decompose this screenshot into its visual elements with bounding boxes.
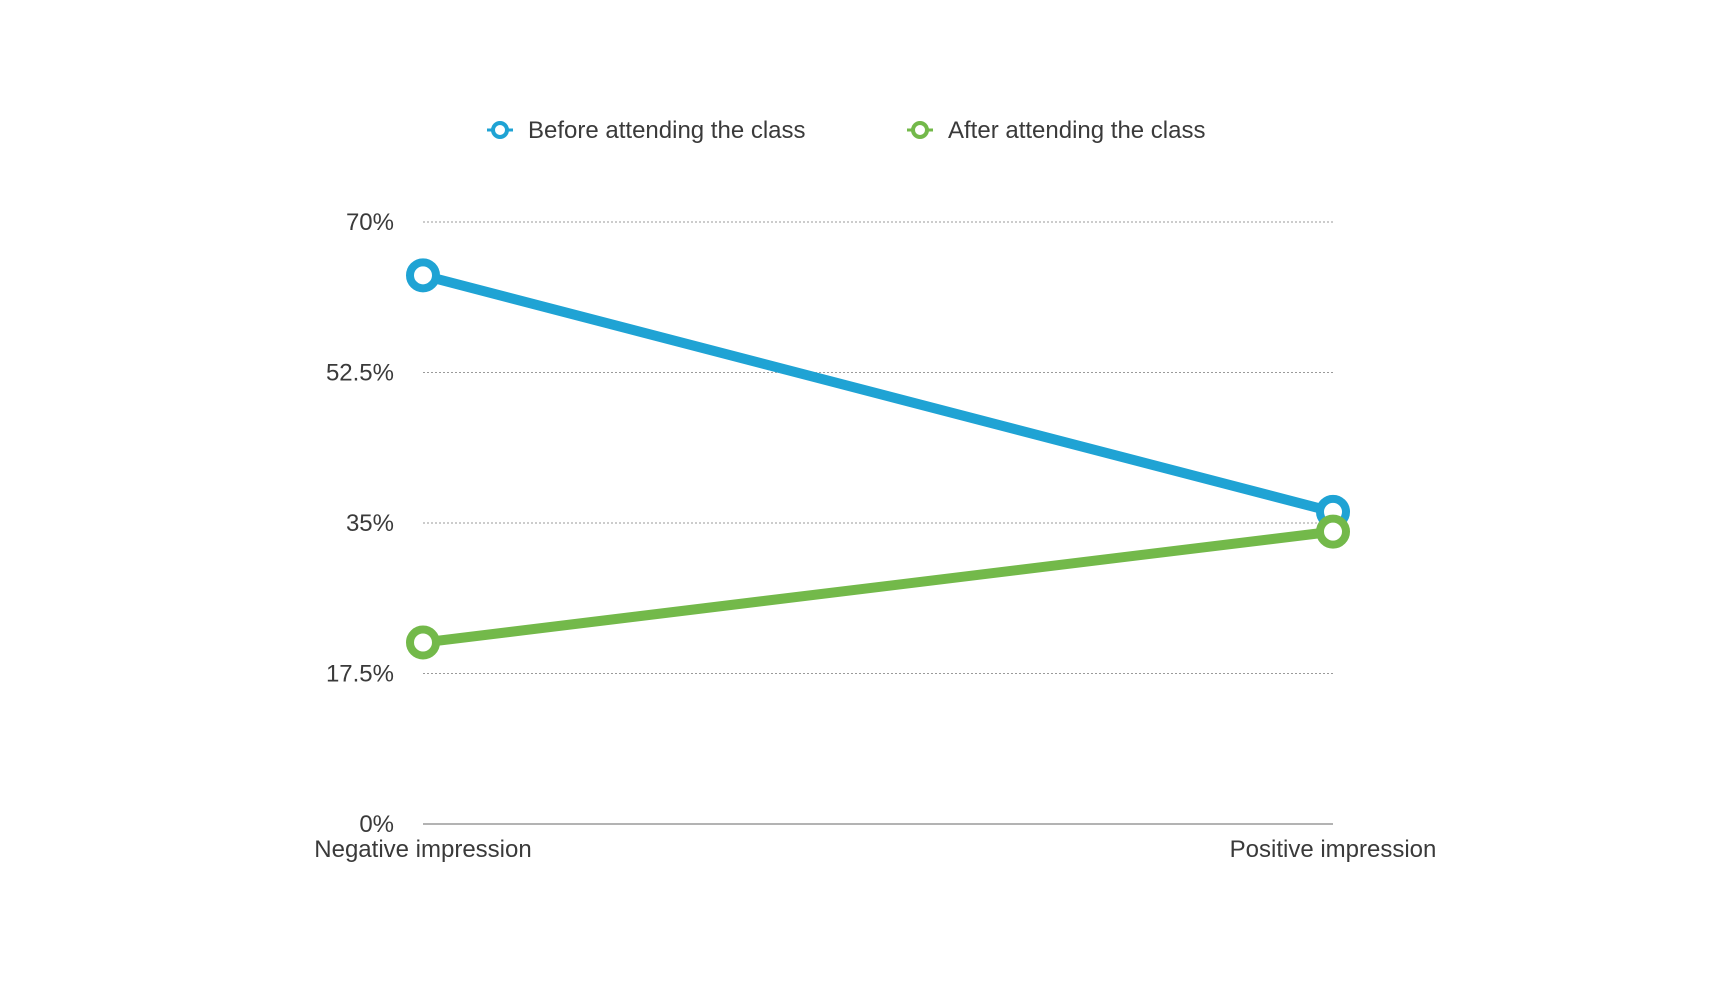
- y-tick-label: 0%: [359, 811, 394, 838]
- data-point[interactable]: [406, 258, 440, 293]
- y-tick-labels: 0% 17.5% 35% 52.5% 70%: [326, 209, 394, 838]
- x-tick-label: Negative impression: [314, 836, 531, 863]
- y-tick-label: 70%: [346, 209, 394, 236]
- legend-item[interactable]: Before attending the class: [487, 117, 806, 144]
- legend-marker: [491, 121, 509, 139]
- series-1: [406, 258, 1350, 529]
- series-line: [418, 526, 1338, 648]
- legend-item[interactable]: After attending the class: [907, 117, 1205, 144]
- legend-label: Before attending the class: [528, 117, 806, 144]
- x-tick-labels: Negative impression Positive impression: [314, 836, 1436, 863]
- y-tick-label: 52.5%: [326, 360, 394, 387]
- x-tick-label: Positive impression: [1230, 836, 1437, 863]
- legend-marker: [911, 121, 929, 139]
- y-tick-label: 35%: [346, 510, 394, 537]
- legend-label: After attending the class: [948, 117, 1205, 144]
- legend[interactable]: Before attending the class After attendin…: [487, 117, 1205, 144]
- gridlines: [423, 221, 1333, 674]
- series: [406, 258, 1350, 660]
- data-point[interactable]: [1316, 514, 1350, 549]
- data-point[interactable]: [406, 625, 440, 660]
- series-2: [406, 514, 1350, 660]
- series-line: [418, 270, 1338, 517]
- y-tick-label: 17.5%: [326, 661, 394, 688]
